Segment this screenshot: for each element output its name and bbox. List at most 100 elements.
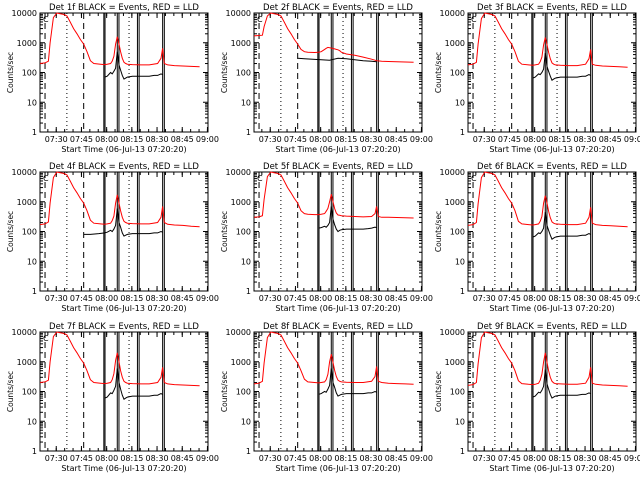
x-tick-label: 07:45 — [498, 135, 521, 144]
y-axis-label: Counts/sec — [220, 52, 229, 93]
plot-frame — [467, 331, 637, 452]
x-axis-label: Start Time (06-Jul-13 07:20:20) — [489, 145, 614, 154]
corner-label: C — [43, 15, 49, 24]
x-tick-label: 08:15 — [120, 454, 143, 463]
y-tick-label: 1 — [246, 128, 251, 137]
x-axis-label: Start Time (06-Jul-13 07:20:20) — [61, 304, 186, 313]
y-tick-label: 1 — [246, 447, 251, 456]
x-tick-label: 08:45 — [385, 454, 408, 463]
x-tick-label: 09:00 — [196, 294, 219, 303]
plot-frame — [39, 331, 209, 452]
plot-frame — [467, 171, 637, 292]
y-axis-label: Counts/sec — [434, 371, 443, 412]
x-axis-label: Start Time (06-Jul-13 07:20:20) — [275, 304, 400, 313]
x-tick-label: 08:15 — [120, 135, 143, 144]
y-tick-label: 1 — [32, 128, 37, 137]
series-line-lld — [467, 331, 628, 387]
x-tick-label: 08:00 — [309, 454, 332, 463]
x-tick-label: 09:00 — [624, 454, 640, 463]
x-tick-label: 09:00 — [410, 135, 433, 144]
plot-frame — [467, 12, 637, 133]
series-line-lld — [253, 171, 414, 219]
x-tick-label: 07:30 — [259, 294, 282, 303]
x-tick-label: 08:00 — [95, 454, 118, 463]
y-axis-label: Counts/sec — [6, 211, 15, 252]
x-axis-label: Start Time (06-Jul-13 07:20:20) — [61, 145, 186, 154]
corner-label: C — [471, 174, 477, 183]
y-tick-label: 100 — [450, 388, 465, 397]
x-tick-label: 08:00 — [309, 294, 332, 303]
y-tick-label: 100 — [450, 69, 465, 78]
x-tick-label: 07:30 — [259, 135, 282, 144]
series-line-lld — [253, 12, 414, 63]
y-tick-label: 10000 — [440, 9, 465, 18]
plot-frame — [39, 171, 209, 292]
y-tick-label: 10000 — [226, 9, 251, 18]
series-line-lld — [253, 331, 414, 385]
series-line-events — [532, 369, 591, 399]
x-axis-label: Start Time (06-Jul-13 07:20:20) — [275, 464, 400, 473]
x-tick-label: 08:00 — [309, 135, 332, 144]
panel-title: Det 9f BLACK = Events, RED = LLD — [477, 322, 627, 332]
x-tick-label: 08:00 — [523, 454, 546, 463]
y-tick-label: 100 — [22, 69, 37, 78]
x-tick-label: 08:15 — [548, 294, 571, 303]
series-line-events — [83, 208, 163, 237]
y-tick-label: 1000 — [445, 39, 465, 48]
x-tick-label: 08:15 — [548, 135, 571, 144]
panel-title: Det 1f BLACK = Events, RED = LLD — [49, 3, 199, 13]
y-tick-label: 10 — [455, 417, 465, 426]
corner-label: C — [257, 174, 263, 183]
x-tick-label: 07:30 — [259, 454, 282, 463]
corner-label: C — [43, 334, 49, 343]
y-tick-label: 1000 — [231, 358, 251, 367]
x-tick-label: 07:30 — [473, 454, 496, 463]
y-tick-label: 1 — [32, 287, 37, 296]
x-tick-label: 08:00 — [95, 294, 118, 303]
x-axis-label: Start Time (06-Jul-13 07:20:20) — [61, 464, 186, 473]
x-tick-label: 08:30 — [146, 135, 169, 144]
y-tick-label: 10000 — [226, 328, 251, 337]
detector-panel-2: Det 2f BLACK = Events, RED = LLD 1 10 100 10… — [220, 3, 433, 154]
y-tick-label: 10 — [241, 98, 251, 107]
corner-label: C — [43, 174, 49, 183]
x-tick-label: 07:30 — [473, 294, 496, 303]
detector-panel-5: Det 5f BLACK = Events, RED = LLD 1 10 100 10… — [220, 162, 433, 313]
y-tick-label: 10000 — [12, 9, 37, 18]
y-tick-label: 1000 — [231, 198, 251, 207]
y-tick-label: 100 — [236, 228, 251, 237]
x-tick-label: 09:00 — [196, 454, 219, 463]
x-tick-label: 09:00 — [624, 135, 640, 144]
panel-title: Det 2f BLACK = Events, RED = LLD — [263, 3, 413, 13]
y-tick-label: 10 — [455, 257, 465, 266]
x-tick-label: 08:45 — [171, 454, 194, 463]
x-tick-label: 09:00 — [410, 454, 433, 463]
y-tick-label: 10000 — [12, 168, 37, 177]
panel-title: Det 6f BLACK = Events, RED = LLD — [477, 162, 627, 172]
x-tick-label: 08:45 — [171, 135, 194, 144]
panel-title: Det 5f BLACK = Events, RED = LLD — [263, 162, 413, 172]
x-tick-label: 08:15 — [334, 454, 357, 463]
series-line-lld — [467, 171, 628, 228]
y-tick-label: 1000 — [445, 358, 465, 367]
x-tick-label: 08:30 — [574, 135, 597, 144]
y-tick-label: 10000 — [440, 168, 465, 177]
series-line-events — [318, 206, 377, 233]
x-tick-label: 08:15 — [548, 454, 571, 463]
y-tick-label: 100 — [236, 69, 251, 78]
x-tick-label: 08:45 — [171, 294, 194, 303]
x-tick-label: 08:30 — [360, 135, 383, 144]
x-tick-label: 08:30 — [360, 294, 383, 303]
y-axis-label: Counts/sec — [220, 371, 229, 412]
x-tick-label: 08:00 — [523, 135, 546, 144]
y-tick-label: 1 — [32, 447, 37, 456]
x-tick-label: 08:00 — [95, 135, 118, 144]
series-line-lld — [39, 171, 200, 228]
y-tick-label: 10 — [27, 417, 37, 426]
y-tick-label: 1000 — [17, 39, 37, 48]
x-tick-label: 07:45 — [498, 294, 521, 303]
y-axis-label: Counts/sec — [434, 52, 443, 93]
y-tick-label: 1000 — [17, 198, 37, 207]
corner-label: C — [471, 334, 477, 343]
panel-title: Det 4f BLACK = Events, RED = LLD — [49, 162, 199, 172]
